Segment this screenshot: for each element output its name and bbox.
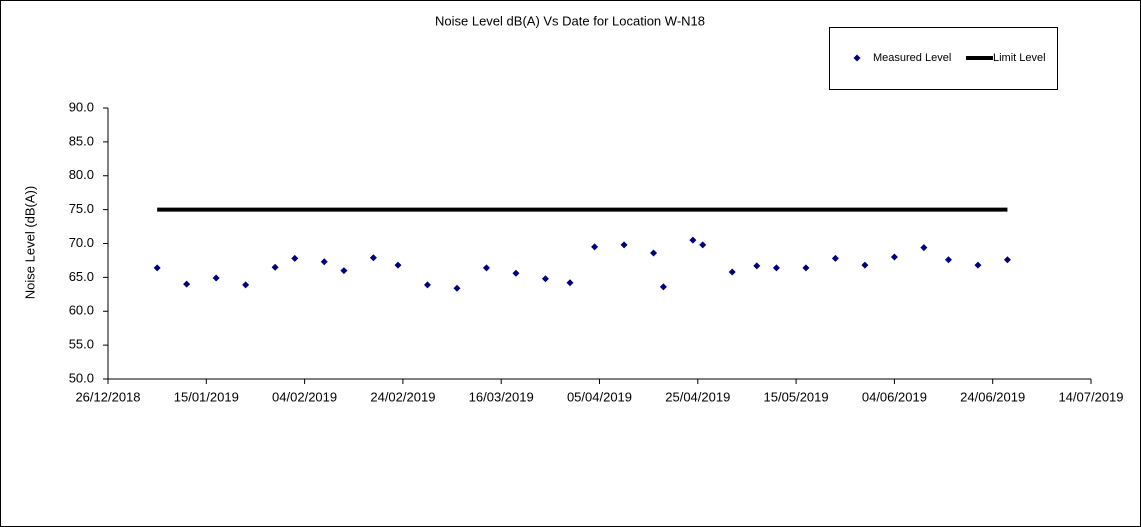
y-tick-label: 85.0 <box>69 133 94 148</box>
y-tick-label: 90.0 <box>69 99 94 114</box>
y-axis-label: Noise Level (dB(A)) <box>22 185 38 300</box>
data-point <box>369 254 377 262</box>
x-tick-label: 15/05/2019 <box>764 389 829 404</box>
data-point <box>320 258 328 266</box>
data-point <box>974 261 982 269</box>
x-tick-label: 24/02/2019 <box>370 389 435 404</box>
data-point <box>728 268 736 276</box>
y-tick-label: 65.0 <box>69 269 94 284</box>
data-point <box>689 236 697 244</box>
data-point <box>944 256 952 264</box>
y-tick-label: 75.0 <box>69 201 94 216</box>
y-tick-label: 50.0 <box>69 370 94 385</box>
data-point <box>212 274 220 282</box>
data-point <box>291 254 299 262</box>
data-point <box>512 269 520 277</box>
legend-marker <box>853 54 861 62</box>
data-point <box>271 263 279 271</box>
x-tick-label: 16/03/2019 <box>469 389 534 404</box>
x-tick-label: 24/06/2019 <box>960 389 1025 404</box>
y-tick-label: 80.0 <box>69 167 94 182</box>
data-point <box>453 284 461 292</box>
data-point <box>423 281 431 289</box>
y-tick-label: 70.0 <box>69 235 94 250</box>
x-tick-label: 05/04/2019 <box>567 389 632 404</box>
data-point <box>659 283 667 291</box>
x-tick-label: 14/07/2019 <box>1058 389 1123 404</box>
data-point <box>861 261 869 269</box>
y-tick-label: 60.0 <box>69 303 94 318</box>
legend-label: Limit Level <box>993 52 1046 64</box>
data-point <box>153 264 161 272</box>
data-point <box>699 241 707 249</box>
data-point <box>566 279 574 287</box>
x-tick-label: 25/04/2019 <box>665 389 730 404</box>
data-point <box>1003 256 1011 264</box>
y-tick-label: 55.0 <box>69 337 94 352</box>
legend-label: Measured Level <box>873 52 951 64</box>
data-point <box>620 241 628 249</box>
data-point <box>753 262 761 270</box>
data-point <box>242 281 250 289</box>
x-tick-label: 04/06/2019 <box>862 389 927 404</box>
data-point <box>831 254 839 262</box>
x-tick-label: 04/02/2019 <box>272 389 337 404</box>
chart-title: Noise Level dB(A) Vs Date for Location W… <box>435 13 705 28</box>
x-tick-label: 26/12/2018 <box>75 389 140 404</box>
data-point <box>920 244 928 252</box>
data-point <box>340 267 348 275</box>
data-point <box>482 264 490 272</box>
data-point <box>183 280 191 288</box>
data-point <box>802 264 810 272</box>
data-point <box>591 243 599 251</box>
data-point <box>650 249 658 257</box>
legend-box <box>829 27 1058 90</box>
x-tick-label: 15/01/2019 <box>174 389 239 404</box>
data-point <box>541 275 549 283</box>
data-point <box>772 264 780 272</box>
data-point <box>394 261 402 269</box>
data-point <box>890 253 898 261</box>
